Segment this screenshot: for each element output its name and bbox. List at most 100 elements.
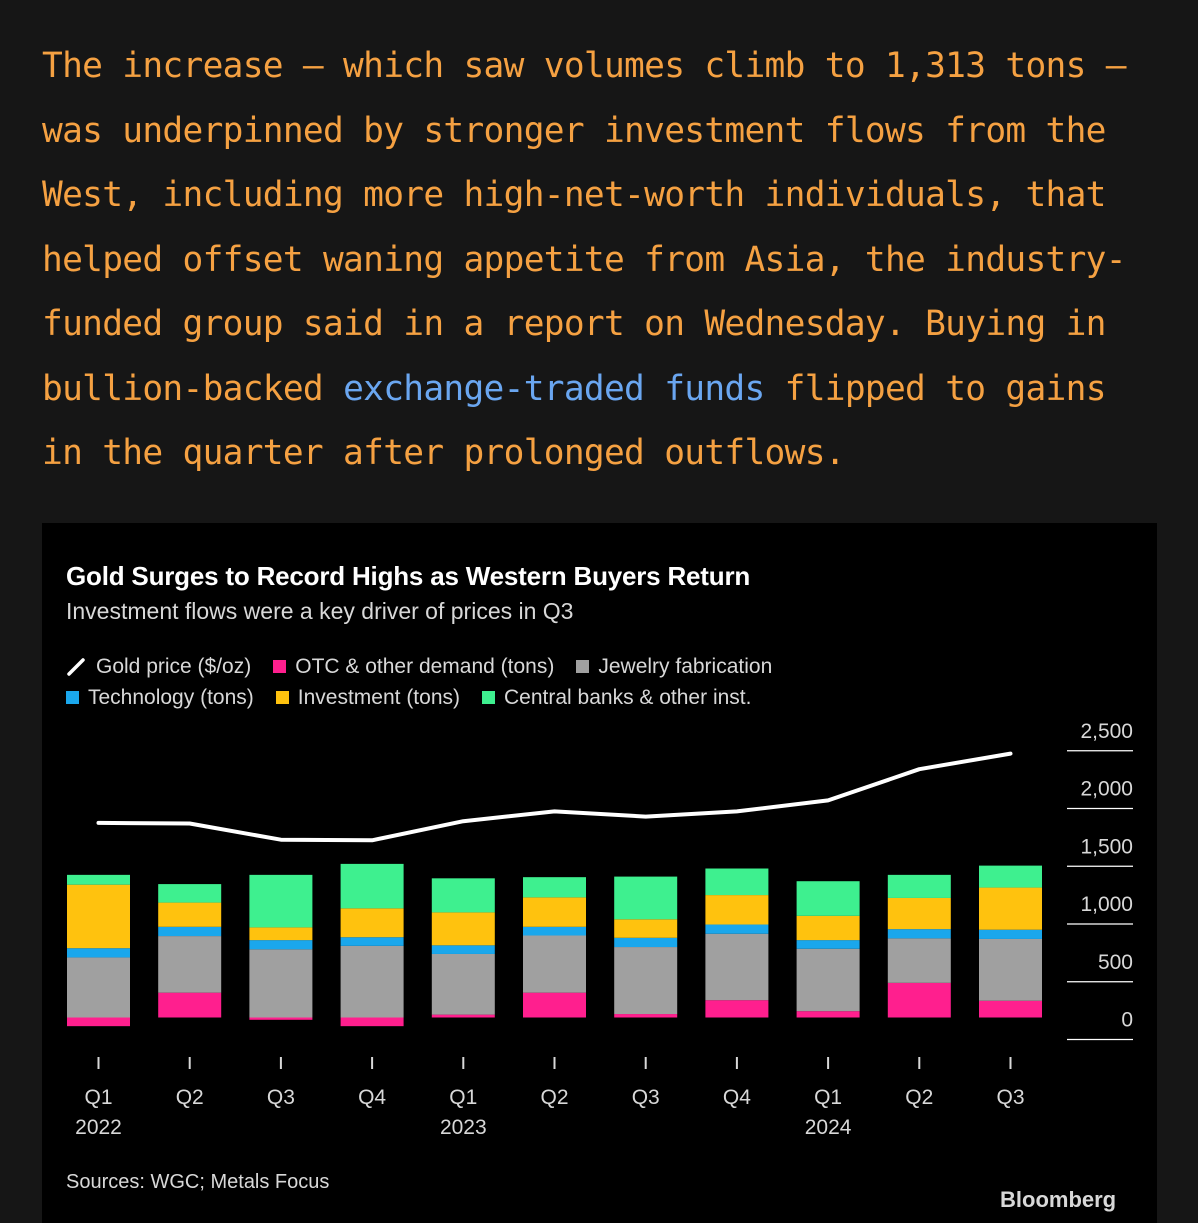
bar-segment	[340, 1017, 404, 1027]
central-banks-swatch	[482, 691, 495, 704]
legend-item-otc: OTC & other demand (tons)	[273, 655, 554, 679]
x-tick-label: Q4	[358, 1086, 386, 1109]
bar-segment	[614, 876, 678, 920]
bar-segment	[431, 912, 495, 946]
bar-segment	[705, 933, 769, 1001]
legend-label: Gold price ($/oz)	[96, 654, 252, 678]
bar-segment	[249, 949, 313, 1018]
bar-segment	[249, 874, 313, 928]
bar-segment	[431, 1014, 495, 1018]
x-tick-label: Q3	[996, 1086, 1024, 1109]
bar-segment	[979, 938, 1042, 1001]
bar-segment	[887, 929, 951, 939]
legend-item-technology: Technology (tons)	[66, 686, 254, 710]
chart-card: 0 500 1,000 1,500 2,000 2,500 Q1 Q2 Q3 Q4 Q1 Q2 Q3 Q4…	[42, 523, 1157, 1223]
x-tick-label: Q2	[905, 1086, 933, 1109]
chart-subtitle: Investment flows were a key driver of pr…	[66, 598, 574, 624]
x-tick-label: Q2	[176, 1086, 204, 1109]
bar-segment	[523, 897, 586, 927]
chart-legend: Gold price ($/oz) OTC & other demand (to…	[66, 651, 1126, 713]
legend-item-investment: Investment (tons)	[275, 685, 460, 710]
bar-segment	[887, 897, 951, 930]
legend-item-gold-price: Gold price ($/oz)	[66, 655, 251, 679]
bar-segment	[67, 1017, 130, 1027]
etf-link[interactable]: exchange-traded funds	[343, 368, 765, 409]
bar-segment	[523, 877, 586, 898]
bar-segment	[67, 957, 130, 1018]
article-text-start: The increase – which saw volumes climb t…	[42, 46, 1127, 409]
chart-plot: 0 500 1,000 1,500 2,000 2,500 Q1 Q2 Q3 Q4 Q1 Q2 Q3 Q4…	[67, 720, 1133, 1139]
legend-label: Technology (tons)	[88, 685, 254, 709]
bar-segment	[887, 874, 951, 898]
legend-item-jewelry: Jewelry fabrication	[576, 655, 772, 679]
bar-segment	[340, 908, 404, 938]
bar-segment	[705, 1000, 769, 1018]
legend-row: Technology (tons) Investment (tons) Cent…	[66, 682, 1126, 713]
bar-segment	[431, 878, 495, 913]
x-tick-label: Q3	[632, 1086, 660, 1109]
bar-segment	[340, 863, 404, 909]
bar-segment	[705, 895, 769, 925]
line-swatch-icon	[67, 657, 85, 676]
bar-segment	[67, 948, 130, 958]
legend-label: Central banks & other inst.	[504, 685, 752, 709]
bar-segment	[249, 1017, 313, 1020]
bar-segment	[705, 868, 769, 896]
x-tick-label: Q2	[540, 1086, 568, 1109]
bar-segment	[340, 937, 404, 946]
x-tick-label: Q1	[814, 1086, 842, 1109]
brand-logo: Bloomberg	[1000, 1187, 1117, 1212]
jewelry-swatch	[576, 660, 590, 673]
bar-segment	[796, 915, 860, 941]
bar-segment	[614, 919, 678, 938]
technology-swatch	[66, 691, 79, 704]
bar-segment	[249, 927, 313, 941]
x-year-label: 2023	[440, 1116, 487, 1139]
legend-item-central-banks: Central banks & other inst.	[482, 686, 751, 710]
bar-segment	[431, 953, 495, 1015]
x-tick-label: Q1	[449, 1086, 477, 1109]
legend-label: Jewelry fabrication	[598, 654, 773, 678]
bar-segment	[158, 902, 222, 927]
bar-segment	[705, 924, 769, 934]
bar-segment	[67, 874, 130, 885]
x-tick-label: Q3	[267, 1086, 295, 1109]
legend-label: OTC & other demand (tons)	[295, 654, 555, 678]
bar-segment	[614, 947, 678, 1015]
bar-segment	[979, 887, 1042, 930]
y-tick-label: 2,000	[1080, 778, 1133, 801]
bar-segment	[249, 940, 313, 950]
article-text-end: flipped to gains in the quarter after pr…	[42, 368, 1106, 474]
bar-segment	[67, 884, 130, 949]
bar-segment	[158, 926, 222, 937]
bar-segment	[431, 945, 495, 954]
y-tick-label: 0	[1121, 1009, 1133, 1032]
bar-segment	[158, 884, 222, 903]
bar-segment	[523, 935, 586, 993]
otc-swatch	[273, 660, 287, 673]
investment-swatch	[275, 691, 289, 704]
bar-segment	[614, 1014, 678, 1018]
legend-row: Gold price ($/oz) OTC & other demand (to…	[66, 651, 1126, 682]
x-year-label: 2024	[805, 1116, 852, 1139]
x-year-label: 2022	[75, 1116, 122, 1139]
chart-source: Sources: WGC; Metals Focus	[66, 1171, 330, 1193]
x-tick-label: Q4	[723, 1086, 751, 1109]
bar-segment	[614, 937, 678, 948]
article-paragraph: The increase – which saw volumes climb t…	[42, 34, 1162, 486]
bar-segment	[523, 992, 586, 1018]
bar-segment	[158, 992, 222, 1018]
bar-segment	[979, 1000, 1042, 1018]
bar-segment	[796, 881, 860, 916]
bar-segment	[158, 936, 222, 993]
bar-segment	[796, 940, 860, 949]
y-tick-label: 500	[1098, 951, 1133, 974]
x-tick-label: Q1	[84, 1086, 112, 1109]
chart-title: Gold Surges to Record Highs as Western B…	[66, 561, 751, 591]
bar-segment	[796, 948, 860, 1012]
legend-label: Investment (tons)	[297, 685, 460, 709]
y-tick-label: 1,500	[1080, 835, 1133, 858]
y-tick-label: 2,500	[1080, 720, 1133, 743]
bar-segment	[340, 945, 404, 1018]
bar-segment	[979, 865, 1042, 888]
